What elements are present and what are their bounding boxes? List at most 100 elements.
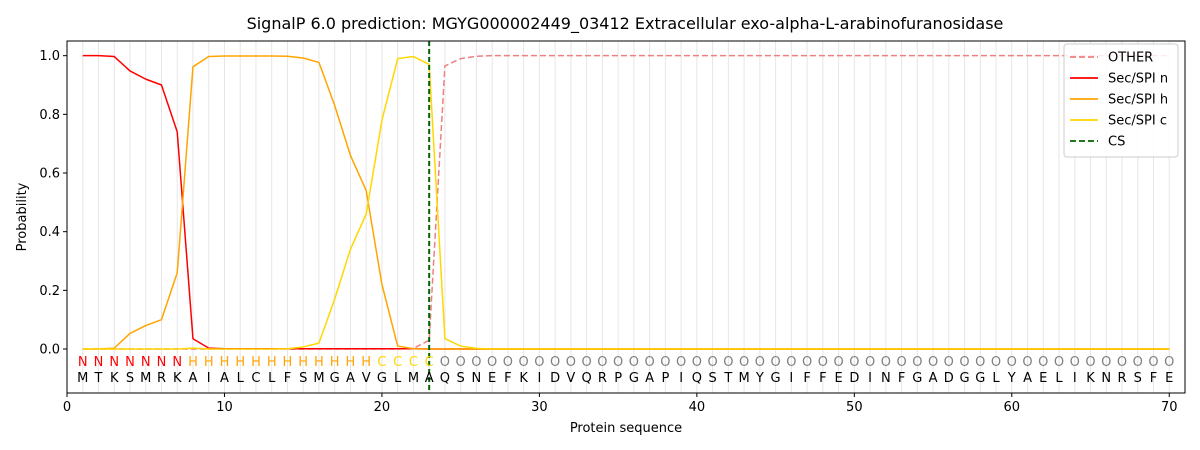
region-label: H [330, 355, 340, 370]
region-label: O [660, 355, 670, 370]
residue-label: I [537, 371, 541, 386]
region-label: O [487, 355, 497, 370]
y-tick-label: 1.0 [39, 49, 60, 64]
residue-label: F [819, 371, 826, 386]
region-label: O [833, 355, 843, 370]
region-label: O [1070, 355, 1080, 370]
series-line-0 [82, 54, 1170, 350]
residue-label: S [299, 371, 307, 386]
region-label: O [519, 355, 529, 370]
residue-label: L [1055, 371, 1063, 386]
residue-label: I [868, 371, 872, 386]
residue-label: Y [1007, 371, 1016, 386]
region-label: C [425, 355, 434, 370]
x-axis-label: Protein sequence [570, 421, 682, 436]
residue-label: E [834, 371, 842, 386]
region-label: H [298, 355, 308, 370]
residue-label: E [1165, 371, 1173, 386]
residue-label: D [550, 371, 560, 386]
region-label: N [157, 355, 167, 370]
region-label: O [1133, 355, 1143, 370]
x-tick-label: 50 [846, 400, 863, 415]
series-line-1 [82, 54, 1170, 350]
residue-label: A [189, 371, 198, 386]
residue-label: A [425, 371, 434, 386]
legend-box [1063, 43, 1179, 158]
region-label: O [645, 355, 655, 370]
region-label: H [188, 355, 198, 370]
region-label: H [283, 355, 293, 370]
region-label: O [1117, 355, 1127, 370]
region-label: O [865, 355, 875, 370]
residue-label: A [346, 371, 355, 386]
residue-label: M [408, 371, 419, 386]
region-label: C [393, 355, 402, 370]
region-label: N [172, 355, 182, 370]
residue-label: S [457, 371, 465, 386]
residue-label: K [519, 371, 528, 386]
residue-label: G [960, 371, 970, 386]
legend-label: Sec/SPI n [1108, 72, 1168, 87]
x-tick-label: 10 [216, 400, 233, 415]
region-label: H [267, 355, 277, 370]
region-label: O [1085, 355, 1095, 370]
residue-label: E [1039, 371, 1047, 386]
region-label: H [346, 355, 356, 370]
residue-label: M [738, 371, 749, 386]
region-label: C [377, 355, 386, 370]
region-label: O [566, 355, 576, 370]
residue-label: G [771, 371, 781, 386]
residue-label: L [237, 371, 245, 386]
residue-label: V [566, 371, 575, 386]
region-label: O [849, 355, 859, 370]
region-label: O [818, 355, 828, 370]
region-label: O [786, 355, 796, 370]
region-label: O [959, 355, 969, 370]
residue-label: F [1150, 371, 1157, 386]
legend-label: Sec/SPI c [1108, 114, 1167, 129]
region-label: O [896, 355, 906, 370]
region-label: H [220, 355, 230, 370]
residue-label: M [77, 371, 88, 386]
residue-label: G [912, 371, 922, 386]
region-label: N [78, 355, 88, 370]
region-label: O [1101, 355, 1111, 370]
chart-title: SignalP 6.0 prediction: MGYG000002449_03… [247, 14, 1004, 34]
plot-frame [66, 40, 1186, 394]
x-tick-label: 70 [1161, 400, 1178, 415]
residue-label: F [284, 371, 291, 386]
residue-label: G [629, 371, 639, 386]
residue-label: E [488, 371, 496, 386]
region-label: O [881, 355, 891, 370]
residue-label: F [803, 371, 810, 386]
residue-label: M [313, 371, 324, 386]
region-label: O [802, 355, 812, 370]
residue-label: T [94, 371, 103, 386]
residue-label: G [975, 371, 985, 386]
x-tick-label: 60 [1004, 400, 1021, 415]
residue-label: Q [440, 371, 450, 386]
x-tick-label: 30 [531, 400, 548, 415]
x-tick-label: 20 [374, 400, 391, 415]
region-label: O [692, 355, 702, 370]
residue-label: I [679, 371, 683, 386]
residue-label: P [661, 371, 669, 386]
region-label: O [944, 355, 954, 370]
residue-label: A [220, 371, 229, 386]
series-layer [82, 41, 1170, 393]
residue-label: G [330, 371, 340, 386]
legend-label: Sec/SPI h [1108, 93, 1168, 108]
residue-label: D [849, 371, 859, 386]
residue-label: L [394, 371, 402, 386]
residue-label: I [789, 371, 793, 386]
residue-label: C [251, 371, 260, 386]
region-label: O [1022, 355, 1032, 370]
residue-label: Q [692, 371, 702, 386]
region-label: O [1038, 355, 1048, 370]
region-label: O [723, 355, 733, 370]
region-label: O [471, 355, 481, 370]
y-tick-label: 0.8 [39, 108, 60, 123]
grid [82, 41, 1170, 393]
region-label: N [109, 355, 119, 370]
region-label: N [94, 355, 104, 370]
